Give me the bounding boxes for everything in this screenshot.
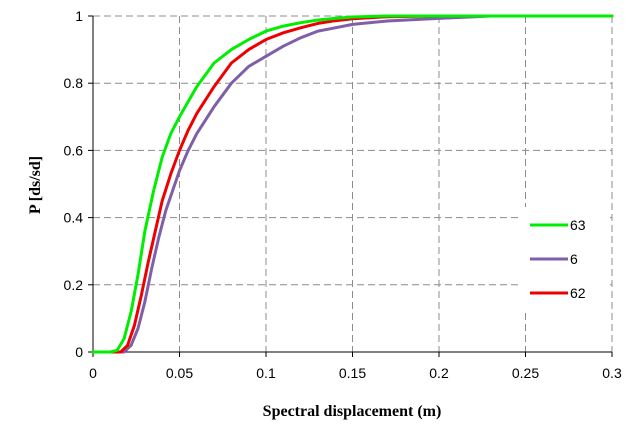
x-axis-title: Spectral displacement (m) bbox=[263, 403, 442, 420]
series-line-63 bbox=[91, 14, 614, 354]
legend-label-62: 62 bbox=[570, 285, 586, 301]
x-tick-label: 0.25 bbox=[512, 365, 539, 381]
x-tick-label: 0 bbox=[89, 365, 97, 381]
x-tick-label: 0.1 bbox=[256, 365, 276, 381]
legend: 63 6 62 bbox=[530, 217, 586, 301]
legend-label-63: 63 bbox=[570, 217, 586, 233]
series-line-6 bbox=[91, 14, 614, 354]
series-line-62 bbox=[91, 14, 614, 354]
y-axis-title: P [ds/sd] bbox=[27, 156, 44, 214]
y-tick-label: 0.4 bbox=[64, 210, 84, 226]
y-tick-label: 0.6 bbox=[64, 142, 84, 158]
x-tick-label: 0.3 bbox=[602, 365, 622, 381]
plot-area bbox=[91, 14, 614, 354]
y-tick-label: 0 bbox=[75, 344, 83, 360]
y-tick-label: 0.8 bbox=[64, 75, 84, 91]
y-tick-label: 0.2 bbox=[64, 277, 84, 293]
x-tick-label: 0.2 bbox=[429, 365, 449, 381]
x-tick-label: 0.05 bbox=[166, 365, 193, 381]
legend-label-6: 6 bbox=[570, 251, 578, 267]
tick-labels: 0 0.05 0.1 0.15 0.2 0.25 0.3 0 0.2 0.4 0.6 0.8 1 bbox=[64, 8, 622, 381]
x-tick-label: 0.15 bbox=[339, 365, 366, 381]
y-tick-label: 1 bbox=[75, 8, 83, 24]
